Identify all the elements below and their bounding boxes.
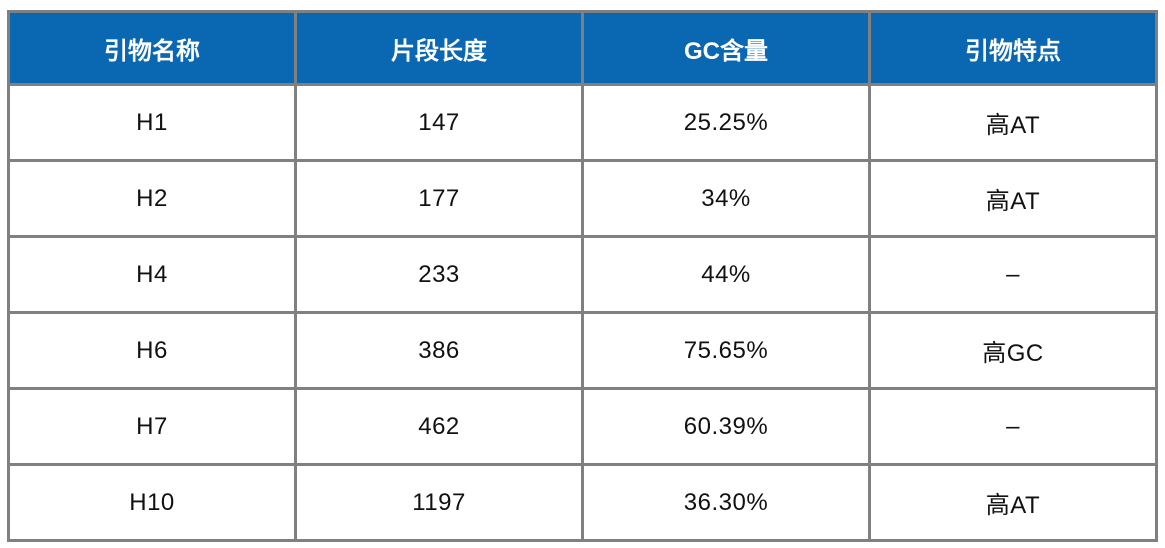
table-row: H2 177 34% 高AT <box>7 159 1158 238</box>
cell-fragment-length: 462 <box>294 387 584 466</box>
cell-gc-content: 60.39% <box>581 387 871 466</box>
cell-primer-feature: 高GC <box>868 311 1158 390</box>
cell-primer-name: H2 <box>7 159 297 238</box>
cell-primer-name: H6 <box>7 311 297 390</box>
cell-gc-content: 25.25% <box>581 83 871 162</box>
table-row: H1 147 25.25% 高AT <box>7 83 1158 162</box>
primer-table: 引物名称 片段长度 GC含量 引物特点 H1 147 25.25% 高AT H2… <box>7 10 1158 542</box>
cell-primer-feature: – <box>868 235 1158 314</box>
cell-primer-feature: – <box>868 387 1158 466</box>
cell-gc-content: 75.65% <box>581 311 871 390</box>
table-row: H10 1197 36.30% 高AT <box>7 463 1158 542</box>
cell-fragment-length: 177 <box>294 159 584 238</box>
cell-primer-feature: 高AT <box>868 159 1158 238</box>
table-row: H6 386 75.65% 高GC <box>7 311 1158 390</box>
primer-table-container: 引物名称 片段长度 GC含量 引物特点 H1 147 25.25% 高AT H2… <box>7 10 1158 542</box>
cell-primer-feature: 高AT <box>868 463 1158 542</box>
table-body: H1 147 25.25% 高AT H2 177 34% 高AT H4 233 … <box>7 83 1158 542</box>
cell-fragment-length: 386 <box>294 311 584 390</box>
cell-primer-name: H4 <box>7 235 297 314</box>
cell-primer-name: H10 <box>7 463 297 542</box>
cell-fragment-length: 1197 <box>294 463 584 542</box>
cell-primer-name: H1 <box>7 83 297 162</box>
column-header-primer-name: 引物名称 <box>7 10 297 86</box>
table-row: H4 233 44% – <box>7 235 1158 314</box>
table-header: 引物名称 片段长度 GC含量 引物特点 <box>7 10 1158 86</box>
column-header-fragment-length: 片段长度 <box>294 10 584 86</box>
header-row: 引物名称 片段长度 GC含量 引物特点 <box>7 10 1158 86</box>
cell-fragment-length: 233 <box>294 235 584 314</box>
cell-gc-content: 36.30% <box>581 463 871 542</box>
column-header-primer-feature: 引物特点 <box>868 10 1158 86</box>
cell-gc-content: 44% <box>581 235 871 314</box>
cell-gc-content: 34% <box>581 159 871 238</box>
table-row: H7 462 60.39% – <box>7 387 1158 466</box>
cell-fragment-length: 147 <box>294 83 584 162</box>
cell-primer-feature: 高AT <box>868 83 1158 162</box>
cell-primer-name: H7 <box>7 387 297 466</box>
column-header-gc-content: GC含量 <box>581 10 871 86</box>
